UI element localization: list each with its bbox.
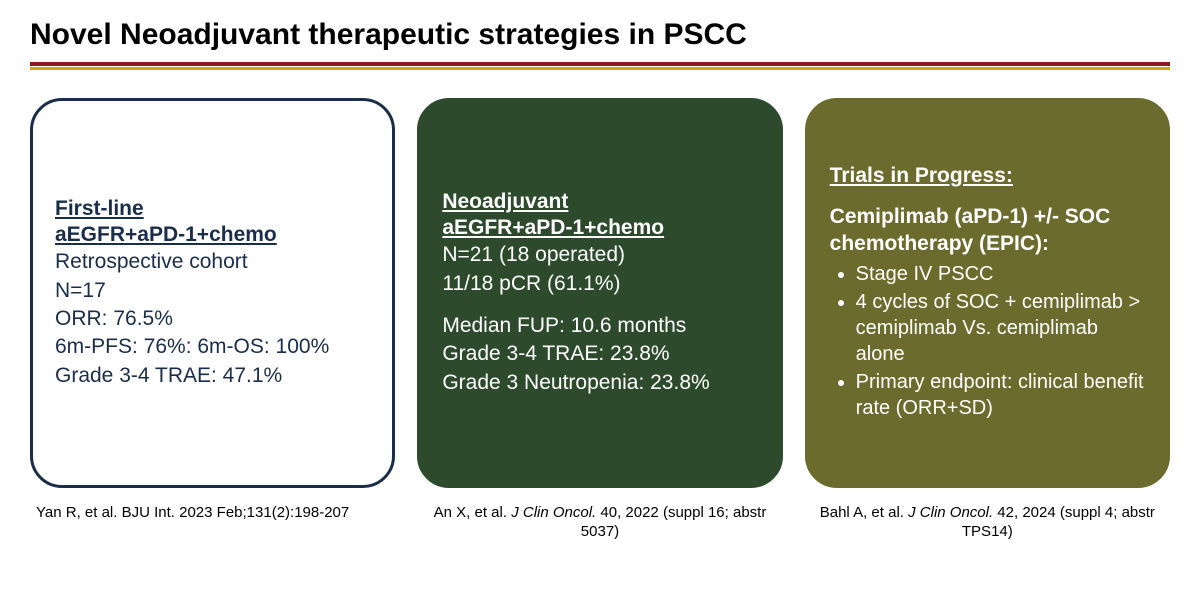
citation-3: Bahl A, et al. J Clin Oncol. 42, 2024 (s… <box>805 504 1170 542</box>
card1-line1: Retrospective cohort <box>55 250 248 273</box>
rule-bottom <box>30 67 1170 70</box>
cite1-a: Yan R, et al. BJU Int. 2023 Feb;131(2):1… <box>36 504 349 521</box>
citation-2: An X, et al. J Clin Oncol. 40, 2022 (sup… <box>417 504 782 542</box>
card2-b-line3: Grade 3 Neutropenia: 23.8% <box>442 371 709 394</box>
card2-a-line2: 11/18 pCR (61.1%) <box>442 272 620 295</box>
card2-b-line1: Median FUP: 10.6 months <box>442 314 686 337</box>
card-first-line: First-line aEGFR+aPD-1+chemo Retrospecti… <box>30 98 395 488</box>
rule-top <box>30 62 1170 66</box>
cite2-ital: J Clin Oncol. <box>511 504 596 521</box>
card2-b-line2: Grade 3-4 TRAE: 23.8% <box>442 342 669 365</box>
card2-body-a: N=21 (18 operated) 11/18 pCR (61.1%) <box>442 241 757 298</box>
card2-a-line1: N=21 (18 operated) <box>442 243 625 266</box>
card3-heading: Trials in Progress: <box>830 163 1145 189</box>
citations-row: Yan R, et al. BJU Int. 2023 Feb;131(2):1… <box>30 504 1170 542</box>
card3-bullets: Stage IV PSCC 4 cycles of SOC + cemiplim… <box>830 261 1145 423</box>
cite2-a: An X, et al. <box>434 504 512 521</box>
card1-line3: ORR: 76.5% <box>55 307 173 330</box>
citation-1: Yan R, et al. BJU Int. 2023 Feb;131(2):1… <box>30 504 395 542</box>
cards-row: First-line aEGFR+aPD-1+chemo Retrospecti… <box>30 98 1170 488</box>
cite3-a: Bahl A, et al. <box>820 504 908 521</box>
cite2-b: 40, 2022 (suppl 16; abstr 5037) <box>581 504 767 540</box>
slide: Novel Neoadjuvant therapeutic strategies… <box>0 0 1200 605</box>
card2-heading: Neoadjuvant aEGFR+aPD-1+chemo <box>442 189 757 242</box>
card2-gap <box>442 298 757 312</box>
slide-title: Novel Neoadjuvant therapeutic strategies… <box>30 18 1170 52</box>
card2-heading-line2: aEGFR+aPD-1+chemo <box>442 216 664 239</box>
card1-line4: 6m-PFS: 76%: 6m-OS: 100% <box>55 335 329 358</box>
card-neoadjuvant: Neoadjuvant aEGFR+aPD-1+chemo N=21 (18 o… <box>417 98 782 488</box>
card1-heading: First-line aEGFR+aPD-1+chemo <box>55 196 370 249</box>
card1-line5: Grade 3-4 TRAE: 47.1% <box>55 364 282 387</box>
card3-bullet-3: Primary endpoint: clinical benefit rate … <box>856 369 1145 421</box>
card3-heading-line1: Trials in Progress: <box>830 164 1013 187</box>
card1-line2: N=17 <box>55 279 106 302</box>
card2-heading-line1: Neoadjuvant <box>442 190 568 213</box>
card3-bullet-1: Stage IV PSCC <box>856 261 1145 287</box>
card2-body-b: Median FUP: 10.6 months Grade 3-4 TRAE: … <box>442 312 757 397</box>
cite3-ital: J Clin Oncol. <box>908 504 993 521</box>
card1-heading-line2: aEGFR+aPD-1+chemo <box>55 223 277 246</box>
card3-subheading: Cemiplimab (aPD-1) +/- SOC chemotherapy … <box>830 203 1145 258</box>
card1-body: Retrospective cohort N=17 ORR: 76.5% 6m-… <box>55 248 370 390</box>
title-rule <box>30 62 1170 70</box>
card-trials-in-progress: Trials in Progress: Cemiplimab (aPD-1) +… <box>805 98 1170 488</box>
card1-heading-line1: First-line <box>55 197 144 220</box>
card3-bullet-2: 4 cycles of SOC + cemiplimab > cemiplima… <box>856 289 1145 367</box>
